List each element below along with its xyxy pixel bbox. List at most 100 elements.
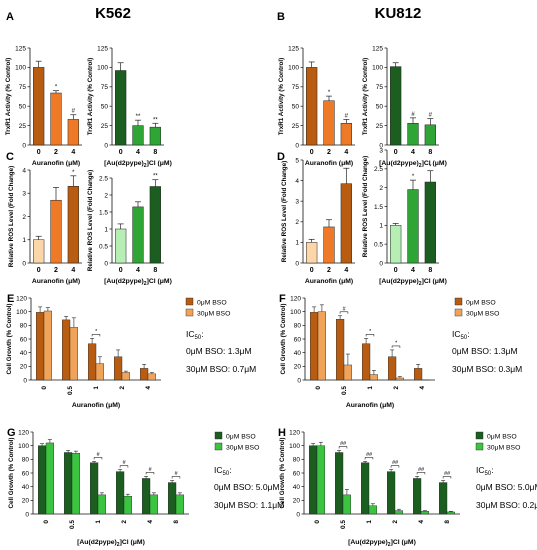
y-tick-label: 3 — [295, 199, 299, 206]
bar — [132, 125, 144, 146]
y-axis-label: Cell Growth (% Control) — [8, 437, 15, 508]
x-axis-label: Auranofin (μM) — [305, 160, 353, 167]
ic50-value: 30μM BSO: 0.3μM — [452, 364, 522, 374]
y-tick-label: 20 — [293, 498, 301, 505]
x-tick-label: 2 — [54, 267, 58, 274]
y-tick-label: 40 — [20, 350, 28, 357]
y-tick-label: 75 — [292, 84, 300, 91]
bar — [139, 368, 149, 381]
bar — [414, 368, 423, 381]
ic50-value: 30μM BSO: 1.1μM — [214, 500, 284, 510]
x-tick-label: 2 — [121, 520, 128, 524]
bar — [369, 374, 379, 381]
y-tick-label: 0 — [23, 377, 27, 384]
y-tick-label: 2.5 — [99, 175, 108, 182]
legend-label: 0μM BSO — [466, 299, 496, 306]
sig-mark: # — [342, 306, 346, 312]
x-tick-label: 0 — [310, 267, 314, 274]
bar — [424, 181, 436, 264]
y-tick-label: 1.5 — [374, 204, 383, 211]
legend-label: 0μM BSO — [197, 299, 227, 306]
panel-letter: F — [279, 293, 286, 305]
ic50-value: 30μM BSO: 0.2μM — [476, 500, 537, 510]
bar — [62, 319, 71, 381]
header-ku812: KU812 — [375, 5, 422, 22]
x-tick-label: 0.5 — [69, 520, 76, 529]
x-tick-label: 4 — [411, 267, 415, 274]
y-tick-label: 120 — [290, 295, 301, 302]
legend-label: 0μM BSO — [226, 433, 256, 440]
bar — [167, 482, 177, 515]
y-tick-label: 25 — [292, 123, 300, 130]
sig-mark: # — [429, 113, 433, 119]
x-tick-label: 2 — [393, 386, 400, 390]
x-tick-label: 0.5 — [340, 520, 347, 529]
x-tick-label: 4 — [136, 267, 140, 274]
panel-letter: C — [6, 151, 14, 163]
bar — [395, 377, 405, 381]
legend-swatch — [185, 297, 194, 306]
y-tick-label: 1 — [379, 223, 383, 230]
y-tick-label: 4 — [295, 178, 299, 185]
y-tick-label: 0 — [296, 511, 300, 518]
legend-swatch — [454, 308, 463, 317]
y-tick-label: 100 — [97, 65, 108, 72]
bar — [149, 126, 161, 146]
y-axis-label: Relative ROS Level (Fold Change) — [281, 161, 288, 262]
y-axis-label: Cell Growth (% Control) — [6, 303, 13, 374]
ic50-value: 30μM BSO: 0.7μM — [186, 364, 256, 374]
x-tick-label: 1 — [366, 520, 373, 524]
panel-letter: G — [7, 427, 16, 439]
legend-swatch — [214, 442, 223, 451]
y-tick-label: 100 — [288, 65, 299, 72]
ic50-value: 0μM BSO: 5.0μM — [476, 482, 537, 492]
ic50-title: IC50: — [476, 465, 494, 477]
y-tick-label: 40 — [22, 484, 30, 491]
bar — [50, 92, 62, 146]
y-tick-label: 2.5 — [374, 166, 383, 173]
x-tick-label: 8 — [153, 267, 157, 274]
y-tick-label: 5 — [295, 157, 299, 164]
x-tick-label: 0.5 — [67, 386, 74, 395]
y-tick-label: 50 — [292, 104, 300, 111]
y-axis-label: Relative ROS Level (Fold Change) — [362, 156, 369, 257]
legend-swatch — [454, 297, 463, 306]
x-tick-label: 2 — [327, 267, 331, 274]
sig-mark: ## — [392, 460, 399, 466]
bar — [123, 496, 133, 515]
sig-mark: # — [174, 471, 178, 477]
bar — [390, 225, 402, 264]
y-tick-label: 4 — [22, 167, 26, 174]
y-tick-label: 125 — [15, 45, 26, 52]
x-tick-label: 4 — [147, 520, 154, 524]
x-tick-label: 4 — [344, 149, 348, 156]
bar — [362, 343, 371, 381]
y-tick-label: 25 — [376, 123, 384, 130]
bar — [310, 312, 319, 381]
bar — [67, 186, 79, 264]
bar — [67, 119, 79, 146]
panel-d: D 0 1 2 3 4 5 Relative ROS Level (Fold Change) A… — [277, 151, 355, 285]
y-axis-label: Relative ROS Level (Fold Change) — [8, 166, 15, 267]
y-tick-label: 0 — [22, 260, 26, 267]
x-tick-label: 4 — [419, 386, 426, 390]
bar — [33, 67, 45, 146]
x-tick-label: 4 — [71, 267, 75, 274]
y-tick-label: 3 — [22, 191, 26, 198]
x-axis-label: [Au(d2pype)2]Cl (μM) — [77, 539, 145, 548]
sig-mark: ## — [340, 441, 347, 447]
y-tick-label: 100 — [290, 309, 301, 316]
x-axis-label: Auranofin (μM) — [72, 402, 120, 409]
y-tick-label: 2 — [22, 214, 26, 221]
y-tick-label: 120 — [16, 295, 27, 302]
x-tick-label: 4 — [145, 386, 152, 390]
bar — [413, 478, 422, 515]
sig-mark: ## — [366, 452, 373, 458]
y-tick-label: 60 — [22, 470, 30, 477]
y-tick-label: 0 — [297, 377, 301, 384]
